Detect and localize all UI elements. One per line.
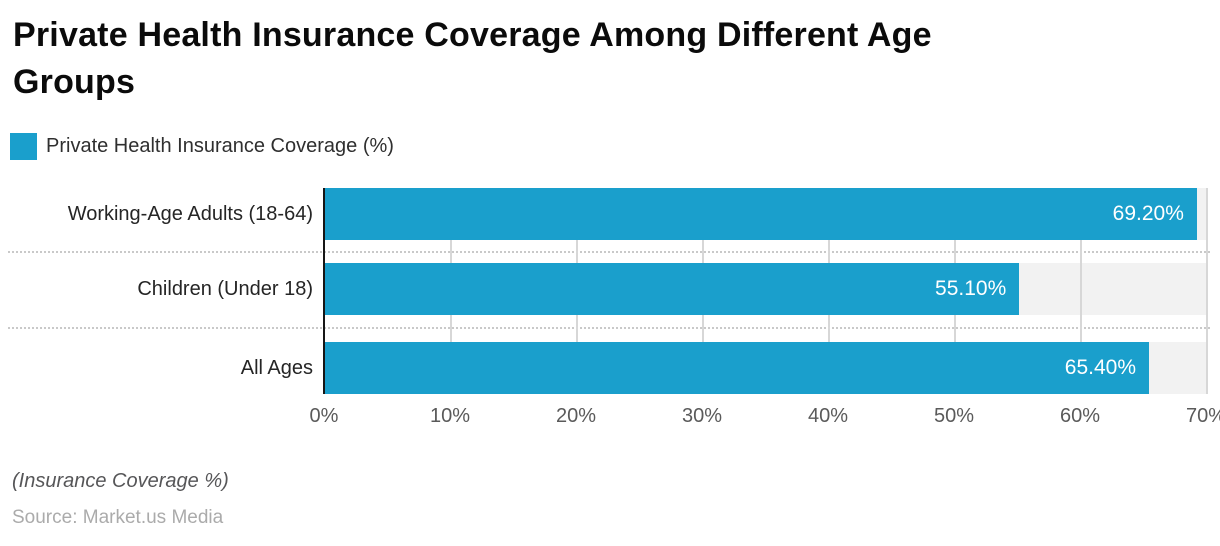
x-tick-label: 40% <box>807 405 849 427</box>
row-separator <box>8 251 1210 253</box>
x-tick-label: 70% <box>1185 405 1220 427</box>
legend-item[interactable]: Private Health Insurance Coverage (%) <box>10 133 394 160</box>
row-separator <box>8 327 1210 329</box>
bar[interactable]: 65.40% <box>325 342 1150 394</box>
source-attribution: Source: Market.us Media <box>12 507 224 528</box>
x-axis: 0% 10% 20% 30% 40% 50% 60% 70% <box>310 405 1220 435</box>
bar[interactable]: 55.10% <box>325 263 1020 315</box>
plot-area: 69.20% 55.10% 65.40% <box>325 188 1208 394</box>
bar-value-label: 55.10% <box>935 277 1007 300</box>
x-tick-label: 0% <box>309 405 339 427</box>
x-tick-label: 20% <box>555 405 597 427</box>
legend-label: Private Health Insurance Coverage (%) <box>46 135 394 157</box>
x-tick-label: 10% <box>429 405 471 427</box>
legend: Private Health Insurance Coverage (%) <box>10 133 394 160</box>
y-axis-line <box>323 188 325 394</box>
chart-title-line-2: Groups <box>13 63 136 101</box>
bar-value-label: 69.20% <box>1112 202 1184 225</box>
chart-title: Private Health Insurance Coverage Among … <box>13 12 932 106</box>
gridline <box>1206 188 1208 394</box>
bar-chart: Working-Age Adults (18-64) Children (Und… <box>0 188 1220 394</box>
category-label: Children (Under 18) <box>137 278 313 300</box>
category-label: Working-Age Adults (18-64) <box>67 203 313 225</box>
category-label: All Ages <box>240 357 313 379</box>
x-tick-label: 60% <box>1059 405 1101 427</box>
legend-swatch-icon <box>10 133 37 160</box>
x-tick-label: 30% <box>681 405 723 427</box>
bar[interactable]: 69.20% <box>325 188 1197 240</box>
x-tick-label: 50% <box>933 405 975 427</box>
chart-title-line-1: Private Health Insurance Coverage Among … <box>13 16 932 54</box>
axis-units-note: (Insurance Coverage %) <box>12 470 229 492</box>
gridline <box>1080 188 1082 394</box>
bar-value-label: 65.40% <box>1064 356 1137 379</box>
